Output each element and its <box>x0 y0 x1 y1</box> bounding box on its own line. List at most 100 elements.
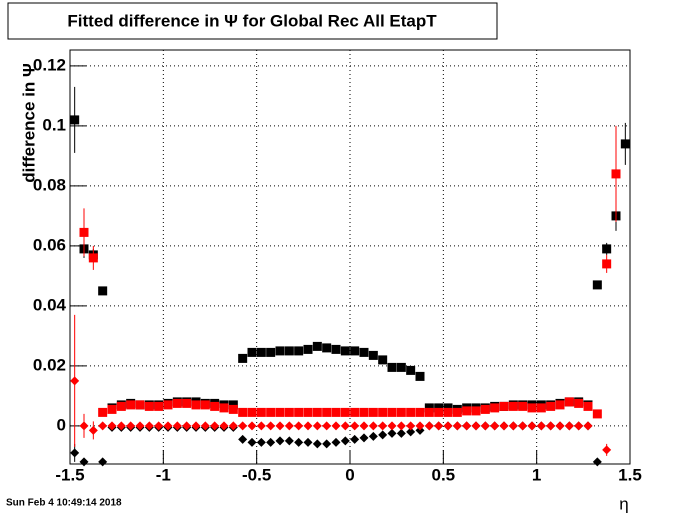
square-marker <box>238 407 248 417</box>
square-marker <box>303 344 313 354</box>
diamond-marker <box>602 445 612 455</box>
diamond-marker <box>368 431 378 441</box>
square-marker <box>462 406 472 416</box>
diamond-marker <box>107 421 117 431</box>
square-marker <box>88 253 98 263</box>
diamond-marker <box>275 436 285 446</box>
square-marker <box>546 401 556 411</box>
square-marker <box>79 227 89 237</box>
diamond-marker <box>294 437 304 447</box>
diamond-marker <box>256 437 266 447</box>
diamond-marker <box>546 421 556 431</box>
square-marker <box>303 407 313 417</box>
diamond-marker <box>144 421 154 431</box>
square-marker <box>312 407 322 417</box>
diamond-marker <box>490 421 500 431</box>
square-marker <box>518 401 528 411</box>
square-marker <box>116 401 126 411</box>
diamond-marker <box>378 421 388 431</box>
square-marker <box>163 400 173 410</box>
diamond-marker <box>294 421 304 431</box>
square-marker <box>396 362 406 372</box>
diamond-marker <box>378 430 388 440</box>
square-marker <box>284 346 294 356</box>
chart-title: Fitted difference in Ψ for Global Rec Al… <box>67 11 437 30</box>
diamond-marker <box>154 421 164 431</box>
square-marker <box>611 169 621 179</box>
x-tick-label: -1 <box>156 465 171 484</box>
square-marker <box>219 403 229 413</box>
square-marker <box>350 407 360 417</box>
diamond-marker <box>480 421 490 431</box>
square-marker <box>135 400 145 410</box>
diamond-marker <box>462 421 472 431</box>
y-tick-label: 0.08 <box>33 175 66 194</box>
diamond-marker <box>350 434 360 444</box>
diamond-marker <box>210 421 220 431</box>
square-marker <box>368 350 378 360</box>
square-marker <box>191 400 201 410</box>
title-box <box>7 2 498 40</box>
diamond-marker <box>79 421 89 431</box>
square-marker <box>378 407 388 417</box>
square-marker <box>415 407 425 417</box>
diamond-marker <box>266 421 276 431</box>
diamond-marker <box>322 421 332 431</box>
square-marker <box>98 286 108 296</box>
square-marker <box>275 346 285 356</box>
diamond-marker <box>396 421 406 431</box>
diamond-marker <box>340 436 350 446</box>
diamond-marker <box>70 376 80 386</box>
square-marker <box>406 365 416 375</box>
diamond-marker <box>396 428 406 438</box>
square-marker <box>107 404 117 414</box>
square-marker <box>284 407 294 417</box>
diamond-marker <box>126 421 136 431</box>
diamond-marker <box>247 437 257 447</box>
square-marker <box>592 280 602 290</box>
square-marker <box>172 398 182 408</box>
diamond-marker <box>228 421 238 431</box>
square-marker <box>331 344 341 354</box>
square-marker <box>508 401 518 411</box>
x-tick-label: 1 <box>532 465 541 484</box>
diamond-marker <box>499 421 509 431</box>
diamond-marker <box>284 436 294 446</box>
square-marker <box>406 407 416 417</box>
diamond-marker <box>331 437 341 447</box>
diamond-marker <box>331 421 341 431</box>
diamond-marker <box>247 421 257 431</box>
diamond-marker <box>191 421 201 431</box>
diamond-marker <box>98 421 108 431</box>
diamond-marker <box>275 421 285 431</box>
diamond-marker <box>116 421 126 431</box>
diamond-marker <box>592 457 602 467</box>
diamond-marker <box>415 421 425 431</box>
square-marker <box>424 407 434 417</box>
diamond-marker <box>471 421 481 431</box>
square-marker <box>592 409 602 419</box>
plot-frame <box>69 49 631 465</box>
diamond-marker <box>387 428 397 438</box>
diamond-marker <box>555 421 565 431</box>
square-marker <box>294 407 304 417</box>
diamond-marker <box>424 421 434 431</box>
diamond-marker <box>368 421 378 431</box>
square-marker <box>378 355 388 365</box>
square-marker <box>340 407 350 417</box>
square-marker <box>228 404 238 414</box>
x-tick-label: -1.5 <box>55 465 84 484</box>
diamond-marker <box>518 421 528 431</box>
square-marker <box>275 407 285 417</box>
y-tick-label: 0.1 <box>42 115 66 134</box>
diamond-marker <box>238 421 248 431</box>
diamond-marker <box>527 421 537 431</box>
diamond-marker <box>359 421 369 431</box>
timestamp: Sun Feb 4 10:49:14 2018 <box>6 498 122 509</box>
square-marker <box>536 403 546 413</box>
square-marker <box>452 407 462 417</box>
diamond-marker <box>266 437 276 447</box>
diamond-marker <box>200 421 210 431</box>
